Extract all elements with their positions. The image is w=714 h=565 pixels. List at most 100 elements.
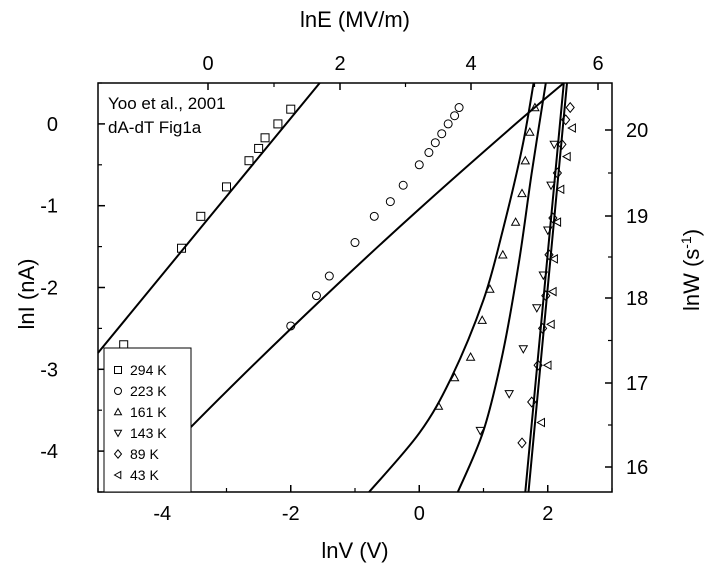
data-point [542, 226, 553, 236]
data-point [324, 271, 334, 281]
y-right-tick-label: 19 [626, 206, 648, 228]
data-point [433, 401, 444, 410]
x-top-tick-label: 4 [465, 53, 476, 75]
data-point [449, 372, 460, 382]
y-left-tick-label: -4 [40, 441, 58, 463]
legend-box [103, 347, 192, 493]
data-point [547, 286, 557, 297]
fit-curves [97, 82, 568, 493]
legend-marker [113, 449, 123, 459]
legend-label: 294 K [130, 362, 167, 378]
data-point [485, 284, 495, 293]
data-point [369, 211, 379, 221]
data-point [311, 291, 321, 301]
data-point [544, 249, 554, 261]
y-right-tick-label: 16 [626, 457, 648, 479]
data-point [548, 212, 558, 224]
fit-curve-2 [126, 82, 565, 493]
legend-label: 143 K [130, 425, 167, 441]
data-point [527, 396, 537, 408]
x-bottom-tick-label: 2 [542, 503, 553, 525]
x-bottom-tick-label: -2 [282, 503, 300, 525]
data-point [443, 119, 453, 129]
data-point [350, 238, 360, 248]
data-point [555, 184, 565, 195]
y-left-tick-label: 0 [47, 114, 58, 136]
x-bottom-tick-label: 0 [414, 503, 425, 525]
series-6 [536, 123, 576, 428]
data-point [398, 180, 408, 190]
data-point [517, 188, 527, 198]
x-top-tick-label: 6 [592, 53, 603, 75]
legend-label: 161 K [130, 404, 167, 420]
data-point [545, 319, 555, 330]
data-point [177, 243, 187, 253]
data-point [549, 254, 558, 264]
fit-curve-3 [368, 82, 535, 493]
data-point [565, 101, 575, 114]
legend: 294 K 223 K 161 K 143 K 89 K 43 K [103, 347, 192, 493]
data-point [520, 155, 531, 165]
data-point [244, 156, 254, 166]
legend-marker [114, 387, 122, 395]
data-point [477, 315, 488, 324]
legend-label: 89 K [130, 446, 159, 462]
fit-curve-4 [456, 82, 547, 493]
data-markers [119, 101, 576, 449]
y-axis-title-left: lnI (nA) [14, 259, 39, 330]
legend-marker [113, 470, 122, 480]
data-point [552, 167, 563, 179]
annotation-line-2: dA-dT Fig1a [108, 118, 202, 137]
data-point [260, 133, 270, 143]
data-point [561, 114, 571, 126]
y-left-tick-label: -3 [40, 359, 58, 381]
legend-label: 43 K [130, 467, 159, 483]
x-top-tick-label: 2 [334, 53, 345, 75]
data-point [424, 148, 434, 158]
y-left-tick-label: -1 [40, 196, 58, 218]
y-right-tick-label: 17 [626, 373, 648, 395]
data-point [510, 217, 521, 226]
data-point [222, 182, 231, 192]
legend-marker [113, 429, 123, 438]
annotation-line-1: Yoo et al., 2001 [108, 94, 226, 113]
data-point [541, 290, 551, 302]
data-point [196, 211, 206, 221]
data-point [286, 321, 296, 331]
data-point [286, 104, 296, 114]
data-point [552, 217, 562, 227]
data-point [524, 127, 535, 136]
data-point [504, 390, 515, 399]
data-point [518, 345, 529, 354]
fit-curve-6 [527, 82, 568, 493]
legend-label: 223 K [130, 383, 167, 399]
data-point [561, 151, 571, 162]
y-axis-title-right: lnW (s-1) [678, 229, 704, 311]
series-4 [475, 140, 560, 436]
y-right-tick-label: 18 [626, 288, 648, 310]
data-point [517, 437, 527, 449]
data-point [437, 129, 447, 139]
series-5 [517, 101, 575, 449]
data-point [536, 417, 545, 428]
data-point [542, 360, 552, 371]
data-point [538, 271, 549, 281]
data-point [465, 351, 476, 361]
data-point [450, 111, 460, 121]
data-point [537, 322, 548, 334]
data-point [430, 138, 440, 148]
y-left-tick-label: -2 [40, 278, 58, 300]
data-point [254, 143, 264, 153]
data-point [557, 138, 567, 150]
x-axis-title-bottom: lnV (V) [321, 538, 388, 563]
series-3 [433, 102, 540, 410]
data-point [475, 426, 486, 436]
fit-curve-5 [524, 82, 565, 493]
data-point [497, 249, 508, 259]
y-right-tick-label: 20 [626, 120, 648, 142]
data-point [530, 102, 540, 112]
series-2 [286, 103, 464, 331]
x-bottom-tick-label: -4 [153, 503, 171, 525]
